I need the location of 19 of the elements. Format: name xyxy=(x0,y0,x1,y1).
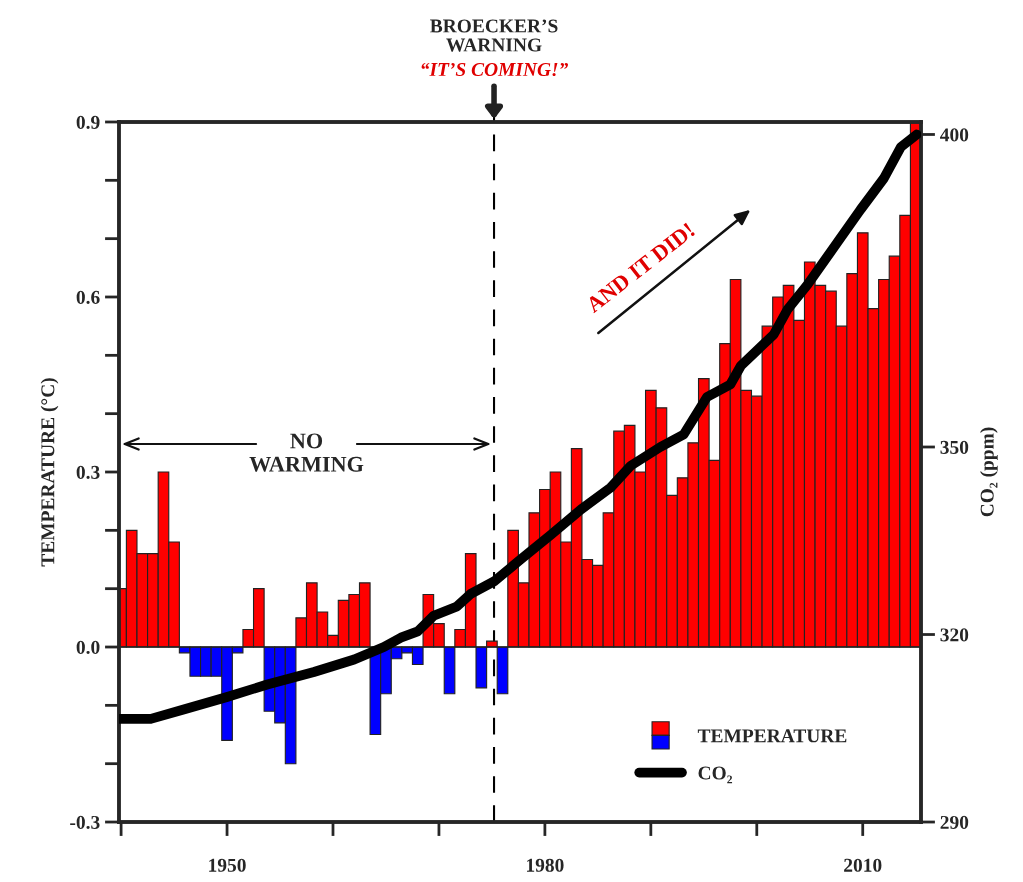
y2-tick-label: 320 xyxy=(940,628,969,642)
y2-tick-label: 290 xyxy=(940,815,969,829)
y-tick-label: -0.3 xyxy=(70,815,100,830)
y2-tick-label: 400 xyxy=(940,128,969,142)
x-tick-label: 1980 xyxy=(527,858,564,872)
x-tick-label: 1950 xyxy=(209,858,246,872)
y-axis-title: TEMPERATURE (°C) xyxy=(40,378,59,567)
x-tick-label: 2010 xyxy=(844,858,882,872)
y2-axis-title: CO₂ (ppm) xyxy=(980,427,998,517)
annotation: NO WARMING xyxy=(249,433,364,472)
y-tick-label: 0.9 xyxy=(76,115,100,129)
ref-line-label: “IT’S COMING!” xyxy=(421,62,568,77)
y-tick-label: 0.0 xyxy=(76,640,100,655)
text: BROECKER’S WARNING xyxy=(430,19,558,52)
y2-tick-label: 350 xyxy=(940,440,969,454)
y-tick-label: 0.6 xyxy=(76,290,100,305)
legend-label: CO₂ xyxy=(698,766,733,784)
legend-label: TEMPERATURE xyxy=(697,729,847,743)
y-tick-label: 0.3 xyxy=(76,465,100,480)
